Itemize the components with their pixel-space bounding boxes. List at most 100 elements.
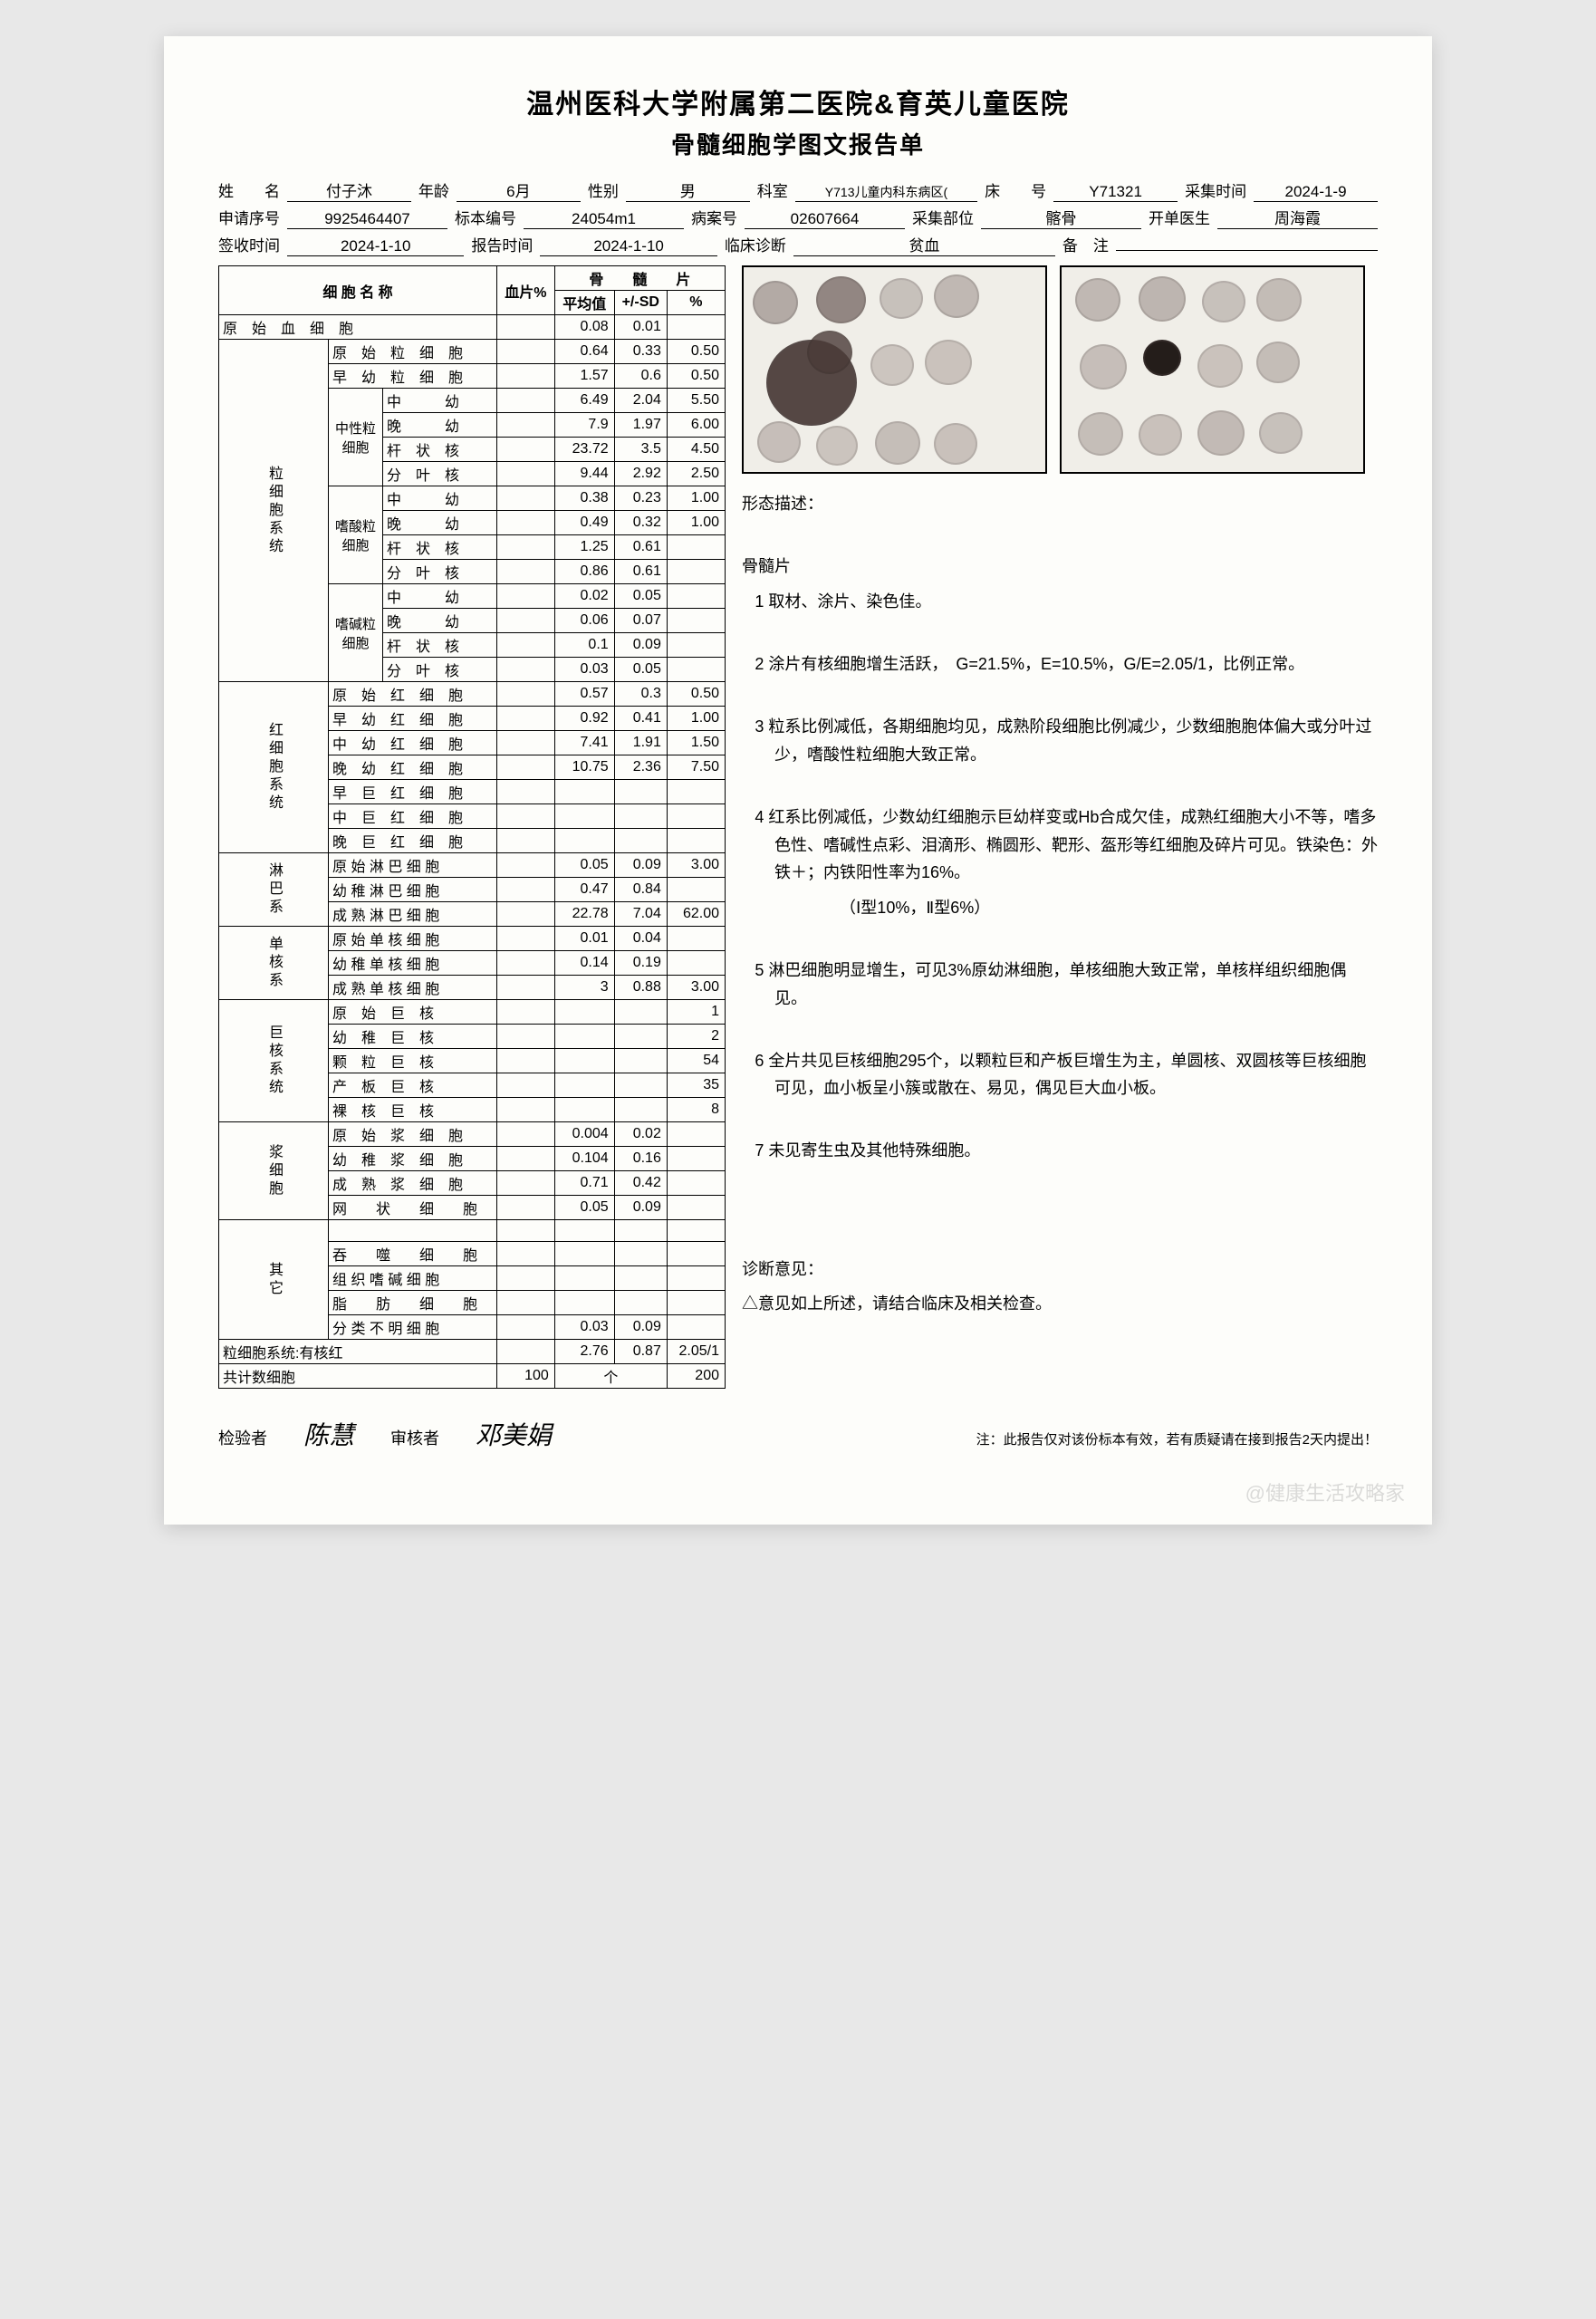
header-row-3: 签收时间 2024-1-10 报告时间 2024-1-10 临床诊断 贫血 备 … <box>218 233 1378 256</box>
colltime-lbl: 采集时间 <box>1185 178 1246 201</box>
cell-blob <box>1078 412 1123 456</box>
cell-blob <box>875 421 920 465</box>
cell-data-table: 细 胞 名 称 血片% 骨 髓 片 平均值 +/-SD % 原 始 血 细 胞0… <box>218 265 726 1389</box>
desc-p7: 7 未见寄生虫及其他特殊细胞。 <box>742 1137 1378 1165</box>
table-row: 单核系原 始 单 核 细 胞0.010.04 <box>219 927 726 951</box>
th-marrow: 骨 髓 片 <box>554 266 725 291</box>
doctor-lbl: 开单医生 <box>1149 206 1210 228</box>
signature-row: 检验者 陈慧 审核者 邓美娟 注：此报告仅对该份标本有效，若有质疑请在接到报告2… <box>218 1416 1378 1452</box>
caseno-lbl: 病案号 <box>691 206 737 228</box>
desc-p4: 4 红系比例减低，少数幼红细胞示巨幼样变或Hb合成欠佳，成熟红细胞大小不等，嗜多… <box>742 803 1378 887</box>
micro-images <box>742 265 1378 474</box>
collsite-lbl: 采集部位 <box>912 206 974 228</box>
cell-blob <box>757 421 801 463</box>
name-lbl: 姓 名 <box>218 178 280 201</box>
sex-val: 男 <box>626 178 750 202</box>
th-avg: 平均值 <box>554 291 614 315</box>
desc-p1: 1 取材、涂片、染色佳。 <box>742 588 1378 616</box>
th-pct: % <box>667 291 725 315</box>
table-row: 其它 <box>219 1220 726 1242</box>
th-cellname: 细 胞 名 称 <box>219 266 497 315</box>
cell-blob <box>1256 342 1300 383</box>
rpttime-val: 2024-1-10 <box>540 237 716 256</box>
cell-blob <box>1143 340 1181 376</box>
cell-blob <box>753 281 798 324</box>
diag-title: 诊断意见： <box>742 1256 1378 1284</box>
desc-p5: 5 淋巴细胞明显增生，可见3%原幼淋细胞，单核细胞大致正常，单核样组织细胞偶见。 <box>742 957 1378 1012</box>
examiner-lbl: 检验者 <box>218 1426 267 1449</box>
age-lbl: 年龄 <box>418 178 449 201</box>
cell-blob <box>1259 412 1303 454</box>
cell-blob <box>1139 276 1186 322</box>
cell-blob <box>880 278 923 319</box>
microscopy-image-1 <box>742 265 1047 474</box>
hospital-title: 温州医科大学附属第二医院&育英儿童医院 <box>218 82 1378 121</box>
age-val: 6月 <box>457 178 581 202</box>
desc-sub: 骨髓片 <box>742 553 1378 581</box>
desc-title: 形态描述： <box>742 490 1378 518</box>
signtime-val: 2024-1-10 <box>287 237 464 256</box>
cell-blob <box>1197 344 1243 388</box>
table-footer-ratio: 粒细胞系统:有核红2.760.872.05/1 <box>219 1340 726 1364</box>
caseno-val: 02607664 <box>745 210 905 229</box>
table-row: 原 始 血 细 胞0.080.01 <box>219 315 726 340</box>
doctor-val: 周海霞 <box>1217 206 1378 229</box>
th-sd: +/-SD <box>614 291 667 315</box>
table-header-row: 细 胞 名 称 血片% 骨 髓 片 <box>219 266 726 291</box>
note-val <box>1116 250 1378 251</box>
dept-val: Y713儿童内科东病区( <box>795 183 977 202</box>
data-table-area: 细 胞 名 称 血片% 骨 髓 片 平均值 +/-SD % 原 始 血 细 胞0… <box>218 265 726 1389</box>
cell-blob <box>870 344 914 386</box>
sex-lbl: 性别 <box>588 178 619 201</box>
reviewer-sig: 邓美娟 <box>466 1416 561 1452</box>
table-row: 浆细胞原 始 浆 细 胞0.0040.02 <box>219 1122 726 1147</box>
diag-text: △意见如上所述，请结合临床及相关检查。 <box>742 1290 1378 1318</box>
report-title: 骨髓细胞学图文报告单 <box>218 127 1378 160</box>
specno-val: 24054m1 <box>524 210 684 229</box>
main-area: 细 胞 名 称 血片% 骨 髓 片 平均值 +/-SD % 原 始 血 细 胞0… <box>218 265 1378 1389</box>
bed-lbl: 床 号 <box>985 178 1046 201</box>
report-page: 温州医科大学附属第二医院&育英儿童医院 骨髓细胞学图文报告单 姓 名 付子沐 年… <box>164 36 1432 1525</box>
header-row-1: 姓 名 付子沐 年龄 6月 性别 男 科室 Y713儿童内科东病区( 床 号 Y… <box>218 178 1378 202</box>
cell-blob <box>934 423 977 465</box>
reqno-val: 9925464407 <box>287 210 447 229</box>
note-lbl: 备 注 <box>1062 233 1109 255</box>
collsite-val: 髂骨 <box>981 206 1141 229</box>
cell-blob <box>1080 344 1127 390</box>
right-panel: 形态描述： 骨髓片 1 取材、涂片、染色佳。 2 涂片有核细胞增生活跃， G=2… <box>742 265 1378 1389</box>
rpttime-lbl: 报告时间 <box>471 233 533 255</box>
bed-val: Y71321 <box>1053 183 1178 202</box>
desc-p4b: （Ⅰ型10%，Ⅱ型6%） <box>742 894 1378 922</box>
cell-blob <box>816 426 858 466</box>
table-footer-total: 共计数细胞100个200 <box>219 1364 726 1389</box>
cell-blob <box>1139 414 1182 456</box>
examiner-sig: 陈慧 <box>294 1416 363 1452</box>
reqno-lbl: 申请序号 <box>218 206 280 228</box>
cell-blob <box>816 276 866 323</box>
microscopy-image-2 <box>1060 265 1365 474</box>
reviewer-lbl: 审核者 <box>390 1426 439 1449</box>
dept-lbl: 科室 <box>757 178 788 201</box>
cell-blob <box>934 274 979 318</box>
table-row: 粒细胞系统原 始 粒 细 胞0.640.330.50 <box>219 340 726 364</box>
cell-blob <box>1202 281 1245 322</box>
name-val: 付子沐 <box>287 178 411 202</box>
cell-blob <box>1256 278 1302 322</box>
table-row: 巨核系统原 始 巨 核1 <box>219 1000 726 1025</box>
watermark: @健康生活攻略家 <box>1245 1477 1405 1506</box>
th-blood: 血片% <box>496 266 554 315</box>
table-row: 红细胞系统原 始 红 细 胞0.570.30.50 <box>219 682 726 707</box>
signtime-lbl: 签收时间 <box>218 233 280 255</box>
colltime-val: 2024-1-9 <box>1254 183 1378 202</box>
desc-p3: 3 粒系比例减低，各期细胞均见，成熟阶段细胞比例减少，少数细胞胞体偏大或分叶过少… <box>742 713 1378 768</box>
table-row: 淋巴系原 始 淋 巴 细 胞0.050.093.00 <box>219 853 726 878</box>
diag-lbl: 临床诊断 <box>725 233 786 255</box>
cell-blob <box>1197 410 1245 456</box>
cell-blob <box>807 331 852 374</box>
diag-val: 贫血 <box>793 233 1055 256</box>
cell-blob <box>1075 278 1120 322</box>
header-row-2: 申请序号 9925464407 标本编号 24054m1 病案号 0260766… <box>218 206 1378 229</box>
desc-p2: 2 涂片有核细胞增生活跃， G=21.5%，E=10.5%，G/E=2.05/1… <box>742 650 1378 678</box>
desc-p6: 6 全片共见巨核细胞295个，以颗粒巨和产板巨增生为主，单圆核、双圆核等巨核细胞… <box>742 1047 1378 1102</box>
specno-lbl: 标本编号 <box>455 206 516 228</box>
